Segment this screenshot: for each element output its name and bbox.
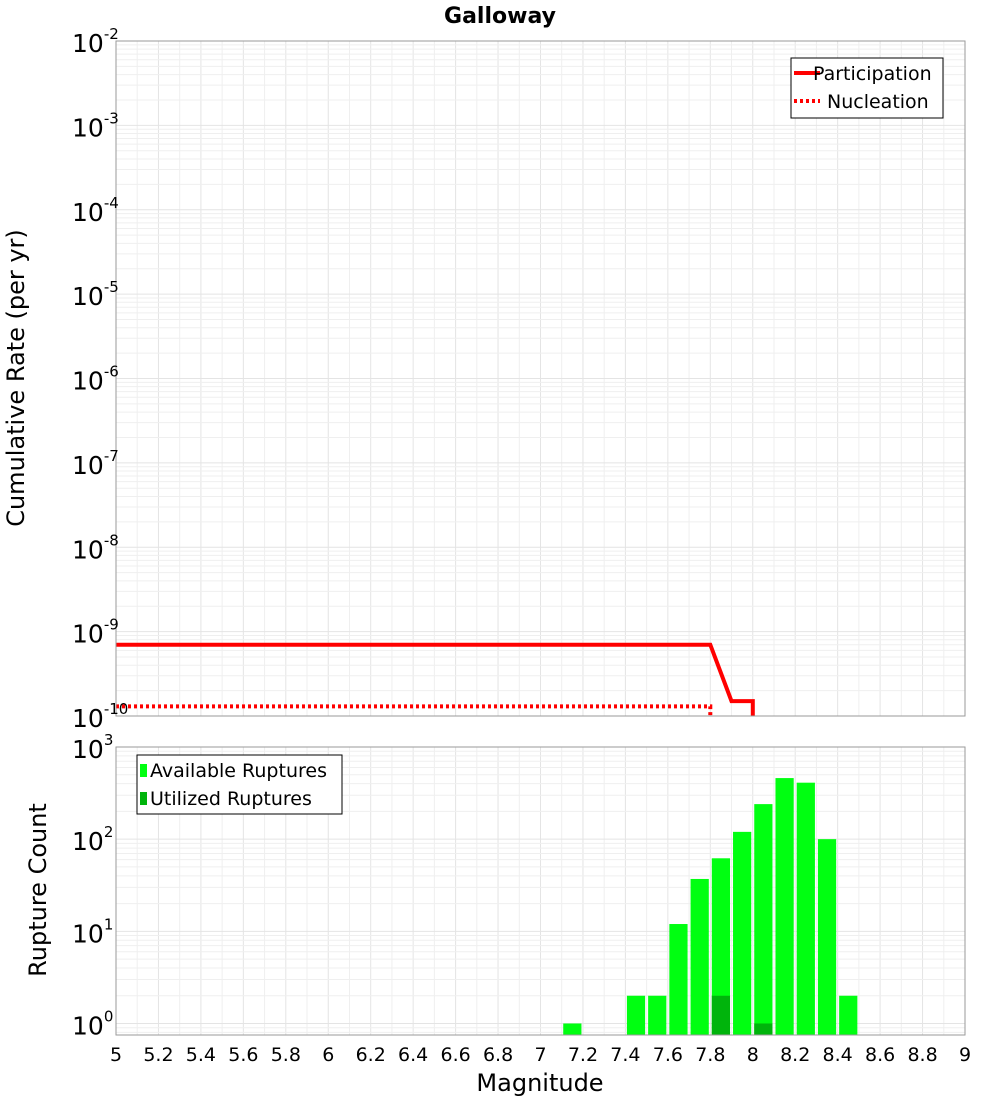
- legend-swatch-utilized: [140, 792, 147, 805]
- count-y-tick-label: 101: [72, 915, 113, 948]
- available-bar: [648, 995, 667, 1035]
- series-lines: [116, 642, 755, 716]
- x-tick-label: 8.4: [823, 1044, 853, 1066]
- available-bar: [563, 1023, 582, 1035]
- series-line-nucleation: [116, 704, 713, 716]
- x-tick-label: 7.6: [653, 1044, 683, 1066]
- legend-box: [136, 754, 343, 815]
- legend-swatch-available: [140, 764, 147, 777]
- x-tick-label: 6.8: [483, 1044, 513, 1066]
- utilized-bar: [711, 995, 731, 1035]
- x-tick-label: 7.2: [568, 1044, 598, 1066]
- magnitude-x-axis-label: Magnitude: [476, 1069, 603, 1097]
- x-tick-label: 5: [110, 1044, 122, 1066]
- legend-label-nucleation: Nucleation: [827, 91, 929, 113]
- rate-y-tick-label: 10-9: [72, 616, 119, 649]
- legend-label-available: Available Ruptures: [150, 760, 327, 782]
- x-tick-label: 6.4: [398, 1044, 428, 1066]
- x-tick-label: 6: [322, 1044, 334, 1066]
- x-tick-label: 8: [747, 1044, 759, 1066]
- legend-label-utilized: Utilized Ruptures: [150, 788, 312, 810]
- legend-rate: Participation Nucleation: [790, 57, 944, 119]
- chart-title: Galloway: [444, 4, 556, 29]
- x-tick-label: 7: [534, 1044, 546, 1066]
- available-bar: [690, 878, 709, 1035]
- rate-y-tick-label: 10-8: [72, 531, 119, 564]
- available-bar: [839, 995, 858, 1035]
- available-bar: [796, 782, 815, 1035]
- available-bar: [733, 831, 752, 1035]
- available-bar: [669, 924, 688, 1035]
- x-tick-label: 6.6: [440, 1044, 470, 1066]
- plot-frame: [115, 746, 966, 1036]
- x-tick-label: 6.2: [356, 1044, 386, 1066]
- x-tick-label: 9: [959, 1044, 971, 1066]
- count-y-tick-label: 100: [72, 1007, 113, 1040]
- x-tick-label: 5.4: [186, 1044, 216, 1066]
- x-tick-label: 8.8: [907, 1044, 937, 1066]
- available-bar: [626, 995, 646, 1035]
- rate-y-tick-label: 10-5: [72, 278, 119, 311]
- rate-y-tick-label: 10-7: [72, 447, 119, 480]
- available-bar: [775, 778, 794, 1035]
- count-y-axis-label: Rupture Count: [24, 803, 52, 977]
- legend-ruptures: Available Ruptures Utilized Ruptures: [136, 754, 343, 815]
- series-line-participation: [116, 642, 755, 716]
- x-tick-label: 7.8: [695, 1044, 725, 1066]
- count-y-tick-label: 102: [72, 823, 113, 856]
- legend-box: [790, 57, 944, 119]
- x-tick-label: 8.2: [780, 1044, 810, 1066]
- available-bar: [754, 804, 773, 1035]
- count-y-tick-label: 103: [72, 731, 113, 764]
- rate-y-axis-label: Cumulative Rate (per yr): [2, 229, 30, 527]
- rate-y-tick-label: 10-4: [72, 194, 119, 227]
- x-tick-label: 8.6: [865, 1044, 895, 1066]
- x-tick-label: 5.2: [143, 1044, 173, 1066]
- x-tick-label: 5.6: [228, 1044, 258, 1066]
- rate-plot-panel: 10-2 10-3 10-4 10-5 10-6 10-7 10-8 10-9 10-10 Par…: [72, 25, 966, 733]
- available-bar: [817, 839, 837, 1035]
- rate-y-tick-label: 10-3: [72, 109, 119, 142]
- legend-label-participation: Participation: [813, 63, 932, 85]
- utilized-bar: [754, 1023, 773, 1035]
- plot-frame: [115, 40, 966, 717]
- bars: [563, 778, 858, 1035]
- rate-y-tick-label: 10-10: [72, 700, 128, 733]
- x-tick-label: 5.8: [271, 1044, 301, 1066]
- available-bar: [711, 858, 731, 1035]
- x-tick-label: 7.4: [610, 1044, 640, 1066]
- rate-y-tick-label: 10-2: [72, 25, 119, 58]
- rate-y-tick-label: 10-6: [72, 363, 119, 396]
